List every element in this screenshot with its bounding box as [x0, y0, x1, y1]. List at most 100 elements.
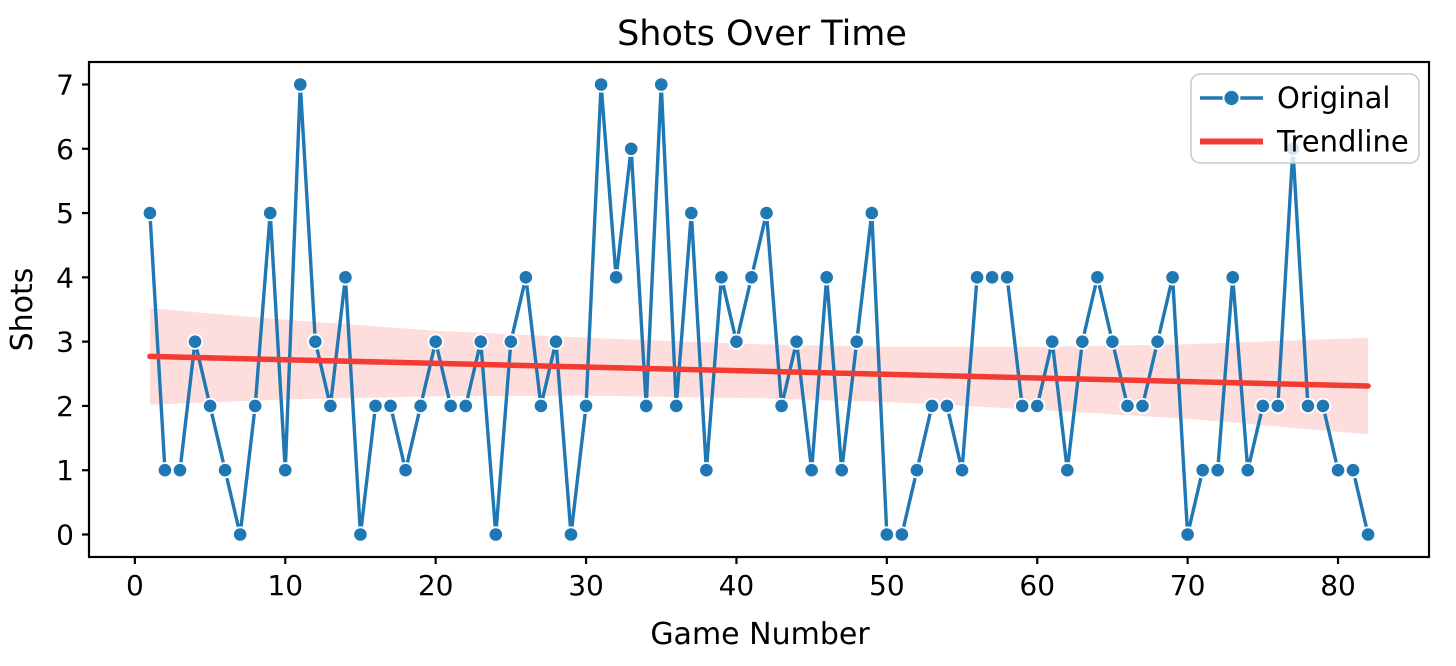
y-tick-label: 1 — [56, 454, 74, 487]
data-point-marker — [217, 462, 234, 479]
data-point-marker — [427, 333, 444, 350]
data-point-marker — [1224, 269, 1241, 286]
data-point-marker — [337, 269, 354, 286]
x-tick-label: 70 — [1170, 569, 1206, 602]
data-point-marker — [1269, 397, 1286, 415]
data-point-marker — [713, 269, 730, 286]
data-point-marker — [562, 526, 580, 543]
data-point-marker — [442, 397, 459, 415]
data-point-marker — [953, 462, 971, 479]
data-point-marker — [547, 333, 565, 350]
data-point-marker — [938, 397, 956, 415]
data-point-marker — [668, 397, 685, 415]
data-point-marker — [1329, 462, 1347, 479]
data-point-marker — [352, 526, 369, 543]
data-point-marker — [397, 462, 414, 479]
data-point-marker — [818, 269, 835, 286]
data-point-marker — [186, 333, 204, 350]
data-point-marker — [848, 333, 865, 350]
data-point-marker — [863, 204, 880, 222]
data-point-marker — [1299, 397, 1317, 415]
y-axis-ticks: 0 1 2 3 4 5 6 7 — [56, 69, 89, 552]
original-series-markers — [141, 76, 1377, 543]
legend-label-original: Original — [1277, 81, 1390, 115]
data-point-marker — [968, 269, 986, 286]
data-point-marker — [1359, 526, 1377, 543]
legend: Original Trendline — [1190, 73, 1420, 164]
x-tick-label: 10 — [267, 569, 303, 602]
data-point-marker — [322, 397, 339, 415]
x-tick-label: 60 — [1019, 569, 1055, 602]
data-point-marker — [623, 140, 640, 157]
plot-border — [87, 60, 1431, 559]
data-point-marker — [1074, 333, 1091, 350]
original-marker-swatch — [1222, 89, 1241, 107]
data-point-marker — [773, 397, 790, 415]
data-point-marker — [247, 397, 264, 415]
data-point-marker — [577, 397, 595, 415]
x-axis-label: Game Number — [650, 617, 870, 652]
data-point-marker — [653, 76, 670, 93]
x-tick-label: 0 — [126, 569, 144, 602]
data-point-marker — [1254, 397, 1271, 415]
chart-title: Shots Over Time — [617, 14, 907, 54]
y-tick-label: 7 — [56, 69, 74, 102]
data-point-marker — [232, 526, 249, 543]
y-tick-label: 3 — [56, 326, 74, 359]
data-point-marker — [457, 397, 474, 415]
data-point-marker — [1059, 462, 1076, 479]
x-tick-label: 20 — [418, 569, 454, 602]
data-point-marker — [1044, 333, 1061, 350]
data-point-marker — [382, 397, 399, 415]
y-tick-label: 5 — [56, 197, 74, 230]
data-point-marker — [908, 462, 926, 479]
data-point-marker — [171, 462, 189, 479]
data-point-marker — [1314, 397, 1332, 415]
data-point-marker — [1164, 269, 1181, 286]
data-point-marker — [472, 333, 489, 350]
data-point-marker — [833, 462, 850, 479]
data-point-marker — [307, 333, 324, 350]
data-point-marker — [262, 204, 279, 222]
data-point-marker — [1089, 269, 1106, 286]
data-point-marker — [156, 462, 174, 479]
original-series-line — [148, 82, 1370, 537]
y-tick-label: 6 — [56, 133, 74, 166]
data-point-marker — [1149, 333, 1166, 350]
data-point-marker — [999, 269, 1016, 286]
data-point-marker — [984, 269, 1001, 286]
data-point-marker — [487, 526, 504, 543]
data-point-marker — [803, 462, 820, 479]
data-point-marker — [878, 526, 895, 543]
legend-label-trendline: Trendline — [1276, 125, 1409, 159]
data-point-marker — [743, 269, 760, 286]
data-point-marker — [758, 204, 775, 222]
legend-item-original: Original — [1200, 81, 1390, 115]
data-point-marker — [1029, 397, 1046, 415]
data-point-marker — [277, 462, 294, 479]
data-point-marker — [1179, 526, 1196, 543]
data-point-marker — [788, 333, 805, 350]
data-point-marker — [728, 333, 745, 350]
data-point-marker — [638, 397, 655, 415]
data-point-marker — [592, 76, 610, 93]
trendline — [147, 353, 1371, 389]
data-point-marker — [1239, 462, 1256, 479]
data-point-marker — [292, 76, 309, 93]
data-point-marker — [683, 204, 700, 222]
y-tick-label: 4 — [56, 261, 74, 294]
x-axis-ticks: 0 10 20 30 40 50 60 70 80 — [126, 557, 1356, 602]
data-point-marker — [367, 397, 384, 415]
original-series — [141, 76, 1377, 543]
legend-item-trendline: Trendline — [1200, 125, 1409, 159]
data-point-marker — [923, 397, 941, 415]
x-tick-label: 80 — [1320, 569, 1356, 602]
data-point-marker — [1209, 462, 1226, 479]
data-point-marker — [517, 269, 534, 286]
data-point-marker — [1104, 333, 1121, 350]
y-tick-label: 2 — [56, 390, 74, 423]
data-point-marker — [412, 397, 429, 415]
data-point-marker — [698, 462, 715, 479]
